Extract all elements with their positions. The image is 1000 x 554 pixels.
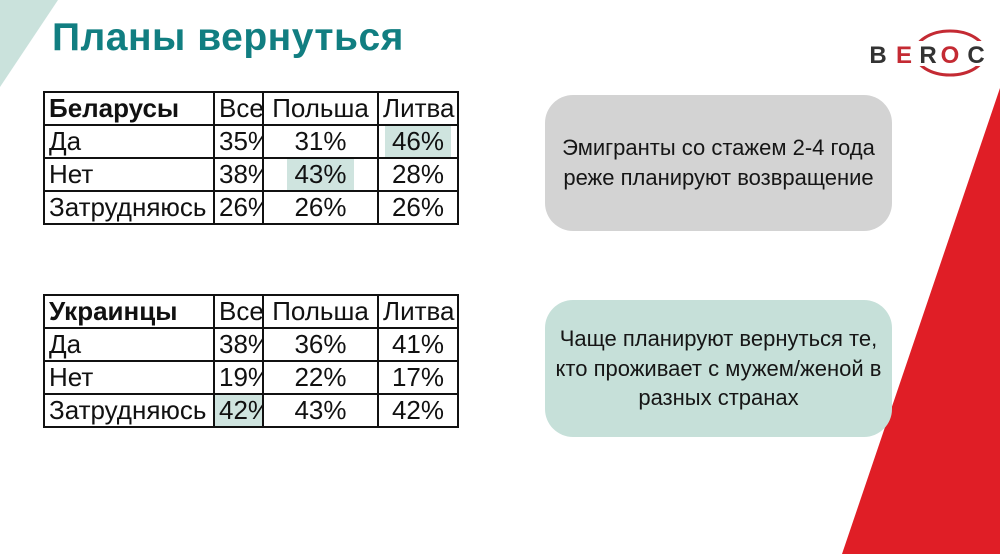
table-header-poland: Польша — [262, 91, 379, 126]
row-label: Нет — [43, 157, 215, 192]
table-cell: 36% — [262, 327, 379, 362]
logo-letter-c: C — [967, 42, 984, 69]
table-row: Затрудняюсь 42% 43% 42% — [43, 393, 459, 428]
table-cell: 41% — [377, 327, 459, 362]
logo-letter-b: B — [869, 42, 886, 69]
table-header-lithuania: Литва — [377, 294, 459, 329]
table-row: Нет 19% 22% 17% — [43, 360, 459, 395]
table-cell-highlighted: 46% — [377, 124, 459, 159]
beroc-logo-graphic: B E R O C — [862, 29, 997, 77]
logo-letter-e: E — [896, 42, 912, 69]
table-header-lithuania: Литва — [377, 91, 459, 126]
table-cell-highlighted: 42% — [213, 393, 264, 428]
table-cell: 26% — [262, 190, 379, 225]
table-header-group: Украинцы — [43, 294, 215, 329]
table-cell: 26% — [213, 190, 264, 225]
table-cell: 19% — [213, 360, 264, 395]
table-cell: 35% — [213, 124, 264, 159]
table-cell: 42% — [377, 393, 459, 428]
table-cell: 26% — [377, 190, 459, 225]
table-header-row: Украинцы Все Польша Литва — [43, 294, 459, 329]
row-label: Нет — [43, 360, 215, 395]
table-header-all: Все — [213, 294, 264, 329]
row-label: Затрудняюсь — [43, 393, 215, 428]
table-row: Да 38% 36% 41% — [43, 327, 459, 362]
table-header-poland: Польша — [262, 294, 379, 329]
table-header-group: Беларусы — [43, 91, 215, 126]
table-cell: 38% — [213, 157, 264, 192]
table-header-all: Все — [213, 91, 264, 126]
table-cell: 43% — [262, 393, 379, 428]
table-ukrainians: Украинцы Все Польша Литва Да 38% 36% 41%… — [43, 294, 459, 428]
table-header-row: Беларусы Все Польша Литва — [43, 91, 459, 126]
table-cell: 38% — [213, 327, 264, 362]
table-cell: 28% — [377, 157, 459, 192]
table-cell: 17% — [377, 360, 459, 395]
table-belarusians: Беларусы Все Польша Литва Да 35% 31% 46%… — [43, 91, 459, 225]
table-cell-highlighted: 43% — [262, 157, 379, 192]
table-row: Да 35% 31% 46% — [43, 124, 459, 159]
logo-letter-band — [862, 41, 997, 66]
logo-letter-o: O — [941, 42, 960, 69]
row-label: Да — [43, 327, 215, 362]
row-label: Да — [43, 124, 215, 159]
beroc-logo: B E R O C — [862, 22, 997, 86]
table-row: Нет 38% 43% 28% — [43, 157, 459, 192]
callout-green: Чаще планируют вернуться те, кто прожива… — [545, 300, 892, 437]
callout-gray: Эмигранты со стажем 2-4 года реже планир… — [545, 95, 892, 231]
table-row: Затрудняюсь 26% 26% 26% — [43, 190, 459, 225]
row-label: Затрудняюсь — [43, 190, 215, 225]
page-title: Планы вернуться — [52, 16, 404, 59]
table-cell: 22% — [262, 360, 379, 395]
table-cell: 31% — [262, 124, 379, 159]
corner-accent-triangle-top-left — [0, 0, 58, 87]
logo-letter-r: R — [919, 42, 936, 69]
